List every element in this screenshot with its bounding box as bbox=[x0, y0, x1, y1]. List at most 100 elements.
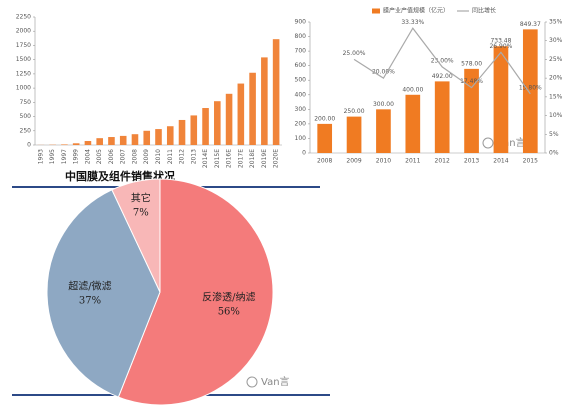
slice-value: 56% bbox=[218, 307, 240, 318]
value-label: 25.00% bbox=[343, 50, 366, 57]
x-tick-label: 2011 bbox=[405, 158, 420, 165]
x-tick-label: 2010 bbox=[376, 158, 391, 165]
bar bbox=[434, 81, 450, 153]
x-tick-label: 2014E bbox=[202, 149, 209, 168]
y-tick-label: 700 bbox=[295, 48, 307, 55]
bar bbox=[376, 109, 391, 153]
value-label: 26.90% bbox=[489, 43, 512, 50]
y2-tick-label: 30% bbox=[549, 37, 563, 44]
bar bbox=[166, 126, 174, 145]
y-tick-label: 900 bbox=[295, 19, 307, 26]
pie-slice bbox=[117, 178, 274, 406]
value-label: 17.48% bbox=[460, 78, 483, 85]
line bbox=[353, 27, 531, 95]
x-tick-label: 2009 bbox=[143, 149, 150, 164]
y2-tick-label: 35% bbox=[549, 19, 563, 26]
bar bbox=[522, 29, 538, 154]
value-label: 400.00 bbox=[402, 86, 423, 93]
bar bbox=[202, 108, 209, 145]
slice-value: 7% bbox=[133, 207, 149, 218]
bar bbox=[178, 119, 186, 145]
bar bbox=[61, 144, 68, 145]
watermark-icon bbox=[482, 137, 494, 149]
bar bbox=[249, 72, 256, 145]
y-tick-label: 1000 bbox=[16, 85, 31, 92]
value-label: 23.00% bbox=[431, 57, 454, 64]
value-label: 492.00 bbox=[432, 73, 453, 80]
x-tick-label: 1999 bbox=[73, 149, 80, 164]
x-tick-label: 2010 bbox=[155, 149, 162, 164]
value-label: 849.37 bbox=[520, 21, 541, 28]
x-tick-label: 2012 bbox=[179, 149, 186, 164]
y-tick-label: 100 bbox=[295, 135, 307, 142]
y-tick-label: 0 bbox=[27, 142, 31, 149]
y-tick-label: 1500 bbox=[16, 56, 31, 63]
y-tick-label: 2000 bbox=[16, 28, 31, 35]
bar bbox=[225, 93, 233, 145]
bar bbox=[72, 143, 80, 145]
x-tick-label: 1997 bbox=[61, 149, 68, 164]
y-tick-label: 1250 bbox=[16, 70, 31, 77]
x-tick-label: 2015E bbox=[214, 149, 221, 168]
value-label: 200.00 bbox=[314, 115, 335, 122]
legend-label: 同比增长 bbox=[472, 7, 496, 15]
y-tick-label: 800 bbox=[295, 33, 307, 40]
pie-slice bbox=[111, 178, 161, 293]
bar bbox=[346, 116, 362, 153]
x-tick-label: 2008 bbox=[131, 149, 138, 164]
value-label: 578.00 bbox=[461, 60, 482, 67]
y-tick-label: 500 bbox=[20, 113, 32, 120]
bar bbox=[131, 134, 139, 145]
slice-label: 反渗透/纳滤 bbox=[202, 291, 255, 304]
x-tick-label: 2019E bbox=[261, 149, 268, 168]
x-tick-label: 2008 bbox=[317, 158, 332, 165]
x-tick-label: 1993 bbox=[37, 149, 44, 164]
slice-label: 超滤/微滤 bbox=[68, 280, 111, 293]
bar bbox=[464, 68, 479, 153]
bar bbox=[237, 83, 245, 145]
x-tick-label: 2007 bbox=[120, 149, 127, 164]
bar bbox=[119, 135, 127, 145]
y2-tick-label: 20% bbox=[549, 75, 563, 82]
bar bbox=[155, 129, 162, 145]
x-tick-label: 2014 bbox=[493, 158, 508, 165]
value-label: 20.00% bbox=[372, 69, 395, 76]
x-tick-label: 2013 bbox=[464, 158, 479, 165]
y-tick-label: 2250 bbox=[16, 14, 31, 21]
y-tick-label: 750 bbox=[20, 99, 32, 106]
x-tick-label: 2009 bbox=[346, 158, 361, 165]
bar bbox=[143, 130, 151, 145]
watermark-icon bbox=[246, 376, 258, 388]
legend-swatch bbox=[372, 8, 380, 14]
y-tick-label: 0 bbox=[302, 150, 306, 157]
value-label: 33.33% bbox=[401, 19, 424, 26]
x-tick-label: 2005 bbox=[96, 149, 103, 164]
x-tick-label: 2016E bbox=[226, 149, 233, 168]
pie-slice bbox=[46, 189, 161, 398]
value-label: 250.00 bbox=[344, 108, 365, 115]
bar bbox=[108, 137, 115, 145]
bar bbox=[261, 57, 268, 145]
value-label: 15.80% bbox=[519, 84, 542, 91]
x-tick-label: 2018E bbox=[249, 149, 256, 168]
y-tick-label: 500 bbox=[295, 77, 307, 84]
x-tick-label: 2015 bbox=[523, 158, 538, 165]
x-tick-label: 1995 bbox=[49, 149, 56, 164]
y2-tick-label: 15% bbox=[549, 93, 563, 100]
watermark: Van言 bbox=[261, 375, 290, 388]
slice-label: 其它 bbox=[131, 191, 151, 204]
y2-tick-label: 25% bbox=[549, 56, 563, 63]
y-tick-label: 1750 bbox=[16, 42, 31, 49]
bar bbox=[214, 101, 221, 145]
value-label: 300.00 bbox=[373, 101, 394, 108]
bar bbox=[190, 115, 198, 145]
y-tick-label: 600 bbox=[295, 62, 307, 69]
y-tick-label: 400 bbox=[295, 91, 307, 98]
y-tick-label: 250 bbox=[20, 127, 32, 134]
x-tick-label: 2012 bbox=[435, 158, 450, 165]
bar bbox=[405, 94, 421, 153]
x-tick-label: 2011 bbox=[167, 149, 174, 164]
y2-tick-label: 10% bbox=[549, 112, 563, 119]
bar bbox=[84, 141, 92, 145]
